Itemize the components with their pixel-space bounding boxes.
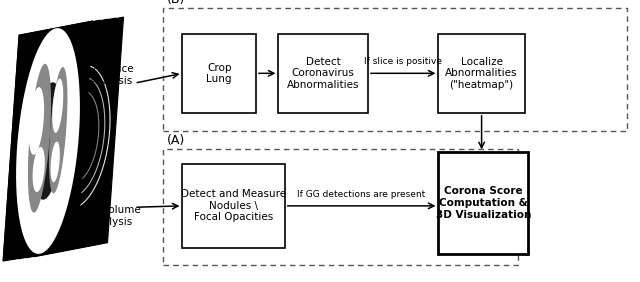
Text: 3D Volume
Analysis: 3D Volume Analysis xyxy=(84,205,140,226)
Text: Localize
Abnormalities
("heatmap"): Localize Abnormalities ("heatmap") xyxy=(445,57,518,90)
Polygon shape xyxy=(3,21,93,261)
Polygon shape xyxy=(26,18,116,258)
Polygon shape xyxy=(52,79,63,133)
Polygon shape xyxy=(33,147,45,192)
Polygon shape xyxy=(28,64,51,213)
Polygon shape xyxy=(34,17,124,257)
Text: If GG detections are present: If GG detections are present xyxy=(298,190,426,199)
Text: Detect
Coronavirus
Abnormalities: Detect Coronavirus Abnormalities xyxy=(287,57,360,90)
FancyBboxPatch shape xyxy=(438,152,528,254)
Text: Corona Score
Computation &
3D Visualization: Corona Score Computation & 3D Visualizat… xyxy=(435,186,531,220)
Polygon shape xyxy=(29,87,44,155)
Text: (B): (B) xyxy=(166,0,185,6)
FancyBboxPatch shape xyxy=(438,34,525,113)
Text: If slice is positive: If slice is positive xyxy=(364,57,442,66)
Text: (A): (A) xyxy=(166,134,185,147)
Polygon shape xyxy=(3,21,93,261)
Text: Crop
Lung: Crop Lung xyxy=(207,63,232,84)
Text: 2D Slice
Analysis: 2D Slice Analysis xyxy=(90,64,134,85)
Text: Detect and Measure
Nodules \
Focal Opacities: Detect and Measure Nodules \ Focal Opaci… xyxy=(181,189,286,222)
FancyBboxPatch shape xyxy=(182,34,256,113)
Polygon shape xyxy=(33,82,63,200)
Polygon shape xyxy=(51,142,60,182)
Polygon shape xyxy=(49,67,67,193)
Polygon shape xyxy=(16,28,80,254)
FancyBboxPatch shape xyxy=(182,164,285,248)
FancyBboxPatch shape xyxy=(278,34,368,113)
Polygon shape xyxy=(19,19,108,259)
Polygon shape xyxy=(11,20,100,260)
